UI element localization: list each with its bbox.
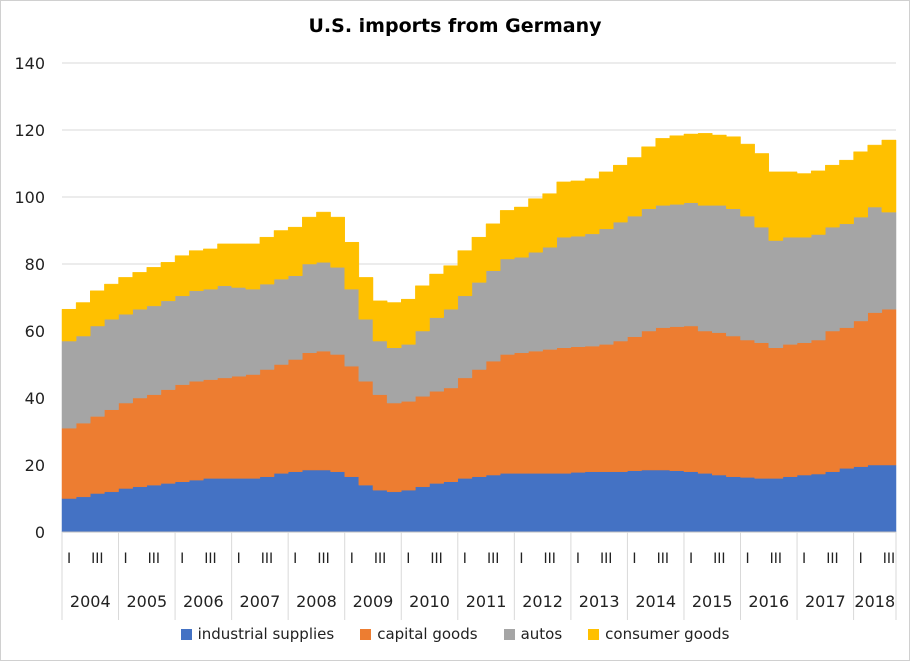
x-tick-label-q3: III <box>374 551 386 567</box>
legend-item: autos <box>503 625 563 643</box>
x-tick-label-q1: I <box>406 551 410 567</box>
x-year-label: 2007 <box>240 592 281 611</box>
x-year-label: 2016 <box>748 592 789 611</box>
x-tick-label-q3: III <box>770 551 782 567</box>
legend-swatch <box>503 628 515 640</box>
y-tick-label: 40 <box>25 389 45 408</box>
x-tick-label-q1: I <box>293 551 297 567</box>
x-year-label: 2015 <box>692 592 733 611</box>
x-tick-label-q3: III <box>543 551 555 567</box>
legend: industrial supplies capital goods autos con… <box>1 625 909 643</box>
x-year-label: 2018 <box>854 592 895 611</box>
legend-item: consumer goods <box>588 625 729 643</box>
x-tick-label-q3: III <box>204 551 216 567</box>
x-year-label: 2012 <box>522 592 563 611</box>
legend-item: capital goods <box>360 625 478 643</box>
x-tick-label-q3: III <box>430 551 442 567</box>
x-tick-label-q3: III <box>261 551 273 567</box>
x-tick-label-q1: I <box>859 551 863 567</box>
x-tick-label-q1: I <box>746 551 750 567</box>
x-tick-label-q3: III <box>600 551 612 567</box>
x-tick-label-q1: I <box>576 551 580 567</box>
x-tick-label-q3: III <box>657 551 669 567</box>
legend-swatch <box>180 628 192 640</box>
x-year-label: 2005 <box>126 592 167 611</box>
legend-label: capital goods <box>377 625 478 643</box>
x-tick-label-q3: III <box>826 551 838 567</box>
legend-swatch <box>360 628 372 640</box>
x-year-label: 2013 <box>579 592 620 611</box>
y-tick-label: 0 <box>35 523 45 542</box>
x-year-label: 2006 <box>183 592 224 611</box>
y-tick-label: 120 <box>14 121 45 140</box>
y-tick-label: 100 <box>14 188 45 207</box>
x-tick-label-q3: III <box>91 551 103 567</box>
x-year-label: 2017 <box>805 592 846 611</box>
legend-item: industrial supplies <box>180 625 335 643</box>
x-tick-label-q3: III <box>487 551 499 567</box>
area-consumer-goods <box>61 133 897 348</box>
x-tick-label-q1: I <box>237 551 241 567</box>
x-tick-label-q1: I <box>350 551 354 567</box>
legend-label: consumer goods <box>605 625 730 643</box>
x-tick-label-q3: III <box>883 551 895 567</box>
x-tick-label-q3: III <box>713 551 725 567</box>
legend-swatch <box>588 628 600 640</box>
x-tick-label-q1: I <box>519 551 523 567</box>
x-year-label: 2010 <box>409 592 450 611</box>
x-tick-label-q1: I <box>632 551 636 567</box>
x-tick-label-q1: I <box>124 551 128 567</box>
legend-label: autos <box>520 625 563 643</box>
x-tick-label-q1: I <box>180 551 184 567</box>
x-tick-label-q3: III <box>148 551 160 567</box>
x-year-label: 2004 <box>70 592 111 611</box>
legend-label: industrial supplies <box>197 625 335 643</box>
y-tick-label: 140 <box>14 54 45 73</box>
x-tick-label-q1: I <box>463 551 467 567</box>
x-tick-label-q1: I <box>802 551 806 567</box>
x-year-label: 2014 <box>635 592 676 611</box>
x-year-label: 2008 <box>296 592 337 611</box>
x-tick-label-q1: I <box>67 551 71 567</box>
x-year-label: 2009 <box>353 592 394 611</box>
y-tick-label: 80 <box>25 255 45 274</box>
chart-title: U.S. imports from Germany <box>308 15 602 37</box>
x-year-label: 2011 <box>466 592 507 611</box>
y-tick-label: 60 <box>25 322 45 341</box>
x-tick-label-q3: III <box>317 551 329 567</box>
x-tick-label-q1: I <box>689 551 693 567</box>
y-tick-label: 20 <box>25 456 45 475</box>
